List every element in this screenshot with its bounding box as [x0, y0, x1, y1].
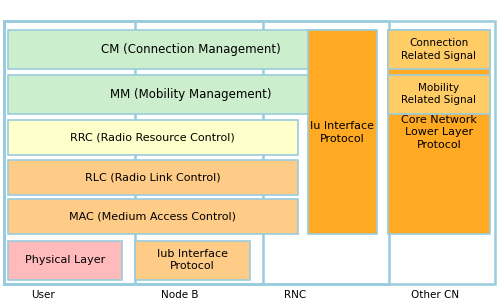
- Bar: [135, 241, 250, 280]
- Text: RNC: RNC: [284, 290, 306, 299]
- Text: Iu Interface
Protocol: Iu Interface Protocol: [310, 121, 374, 144]
- Bar: [308, 30, 376, 234]
- Bar: [8, 120, 298, 155]
- Text: CM (Connection Management): CM (Connection Management): [102, 43, 281, 56]
- Text: Physical Layer: Physical Layer: [25, 255, 105, 265]
- Text: User
Equipment: User Equipment: [14, 290, 71, 299]
- Bar: [4, 21, 495, 284]
- Text: Other CN: Other CN: [411, 290, 459, 299]
- Text: Node B: Node B: [161, 290, 199, 299]
- Bar: [388, 30, 490, 69]
- Bar: [388, 75, 490, 114]
- Bar: [4, 21, 135, 284]
- Bar: [4, 21, 389, 284]
- Bar: [8, 241, 122, 280]
- Text: RLC (Radio Link Control): RLC (Radio Link Control): [84, 172, 220, 182]
- Text: Mobility
Related Signal: Mobility Related Signal: [402, 83, 476, 105]
- Bar: [388, 30, 490, 234]
- Text: RRC (Radio Resource Control): RRC (Radio Resource Control): [70, 133, 235, 143]
- Bar: [8, 75, 375, 114]
- Bar: [4, 21, 262, 284]
- Text: MM (Mobility Management): MM (Mobility Management): [110, 88, 272, 101]
- Bar: [8, 199, 298, 234]
- Bar: [8, 160, 298, 195]
- Text: MAC (Medium Access Control): MAC (Medium Access Control): [69, 212, 236, 222]
- Text: Core Network
Lower Layer
Protocol: Core Network Lower Layer Protocol: [401, 115, 476, 150]
- Text: Iub Interface
Protocol: Iub Interface Protocol: [157, 249, 228, 271]
- Bar: [8, 30, 375, 69]
- Text: Connection
Related Signal: Connection Related Signal: [402, 38, 476, 60]
